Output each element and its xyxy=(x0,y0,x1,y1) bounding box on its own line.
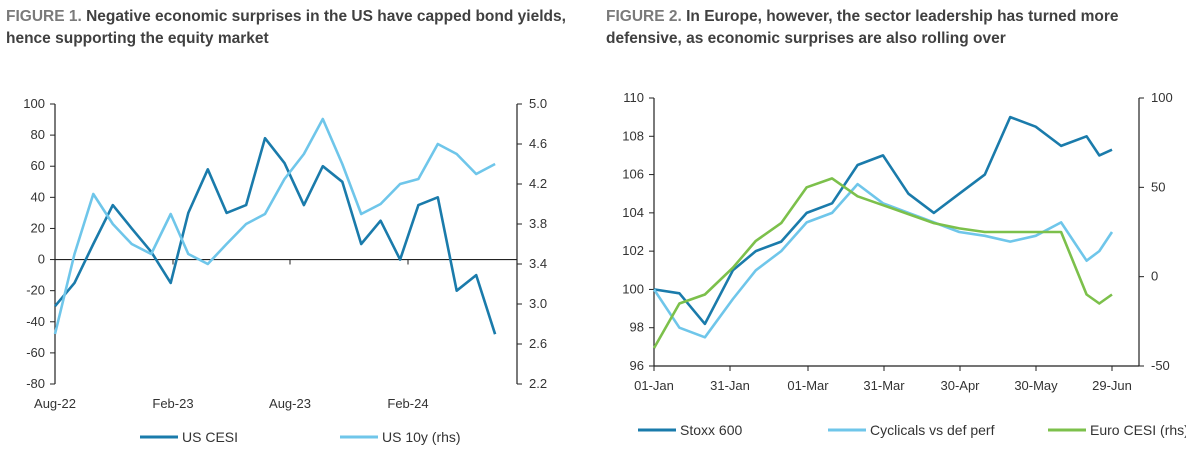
chart1-left-tick-label: -80 xyxy=(26,376,45,391)
figure-2-title-text: In Europe, however, the sector leadershi… xyxy=(606,8,1119,47)
chart1-series-line-0 xyxy=(54,136,497,335)
chart2-legend-label-2: Euro CESI (rhs) xyxy=(1090,422,1186,438)
chart1-x-tick-label: Aug-23 xyxy=(269,396,311,411)
chart1-right-tick-label: 5.0 xyxy=(529,96,547,111)
chart1-left-tick-label: 60 xyxy=(31,158,45,173)
figure-1-chart: -80 -60 -40 -20 0 20 40 60 80 100 2.2 2.6 3.0 3.4 3.8 4… xyxy=(23,96,547,445)
chart2-series-line-0 xyxy=(653,115,1113,326)
chart2-left-tick-label: 106 xyxy=(622,167,644,182)
figure-1-label: FIGURE 1. xyxy=(6,8,82,25)
chart1-right-tick-label: 3.4 xyxy=(529,256,547,271)
chart2-x-tick-label: 01-Jan xyxy=(634,378,674,393)
chart1-left-tick-label: 100 xyxy=(23,96,45,111)
chart2-left-tick-label: 104 xyxy=(622,205,644,220)
figure-2-label: FIGURE 2. xyxy=(606,8,682,25)
chart2-right-tick-label: -50 xyxy=(1151,358,1170,373)
chart1-right-tick-label: 3.8 xyxy=(529,216,547,231)
chart2-right-tick-label: 0 xyxy=(1151,269,1158,284)
chart2-x-tick-label: 31-Jan xyxy=(710,378,750,393)
chart2-series-line-2 xyxy=(652,177,1113,349)
chart1-right-tick-label: 3.0 xyxy=(529,296,547,311)
chart2-left-tick-label: 100 xyxy=(622,281,644,296)
chart2-series-line-1 xyxy=(652,182,1114,339)
chart2-right-tick-label: 100 xyxy=(1151,90,1173,105)
chart1-legend-label-1: US 10y (rhs) xyxy=(382,429,461,445)
chart1-right-tick-label: 2.2 xyxy=(529,376,547,391)
chart2-x-tick-label: 29-Jun xyxy=(1092,378,1132,393)
chart1-x-tick-label: Feb-24 xyxy=(387,396,428,411)
chart2-left-tick-label: 110 xyxy=(623,90,644,105)
chart2-left-tick-label: 96 xyxy=(630,358,644,373)
chart1-right-tick-label: 4.2 xyxy=(529,176,547,191)
chart1-x-tick-label: Aug-22 xyxy=(34,396,76,411)
chart2-x-tick-label: 01-Mar xyxy=(787,378,829,393)
chart1-left-tick-label: -20 xyxy=(26,283,45,298)
chart1-right-tick-label: 2.6 xyxy=(529,336,547,351)
chart1-left-tick-label: 0 xyxy=(38,252,45,267)
chart2-legend-label-1: Cyclicals vs def perf xyxy=(870,422,995,438)
chart2-left-tick-label: 108 xyxy=(622,128,644,143)
chart1-series-line-1 xyxy=(53,117,496,335)
chart1-legend-label-0: US CESI xyxy=(182,429,238,445)
chart2-x-tick-label: 30-Apr xyxy=(940,378,980,393)
figure-1-title-text: Negative economic surprises in the US ha… xyxy=(6,8,566,47)
chart2-right-tick-label: 50 xyxy=(1151,179,1165,194)
figure-2-title: FIGURE 2. In Europe, however, the sector… xyxy=(606,6,1176,50)
chart1-right-tick-label: 4.6 xyxy=(529,136,547,151)
chart1-x-tick-label: Feb-23 xyxy=(152,396,193,411)
figure-2-chart: 96 98 100 102 104 106 108 110 -50 0 50 100 01-Jan 31-… xyxy=(622,90,1186,438)
chart1-left-tick-label: -40 xyxy=(26,314,45,329)
chart1-left-tick-label: 80 xyxy=(31,127,45,142)
chart1-left-tick-label: 20 xyxy=(31,220,45,235)
chart2-legend-label-0: Stoxx 600 xyxy=(680,422,742,438)
chart2-x-tick-label: 31-Mar xyxy=(863,378,905,393)
figure-2-panel: FIGURE 2. In Europe, however, the sector… xyxy=(600,0,1186,454)
chart1-left-tick-label: 40 xyxy=(31,189,45,204)
chart2-left-tick-label: 102 xyxy=(622,243,644,258)
figure-1-panel: FIGURE 1. Negative economic surprises in… xyxy=(0,0,580,454)
chart2-x-tick-label: 30-May xyxy=(1014,378,1058,393)
chart1-left-tick-label: -60 xyxy=(26,345,45,360)
chart2-left-tick-label: 98 xyxy=(630,320,644,335)
figure-1-title: FIGURE 1. Negative economic surprises in… xyxy=(6,6,576,50)
